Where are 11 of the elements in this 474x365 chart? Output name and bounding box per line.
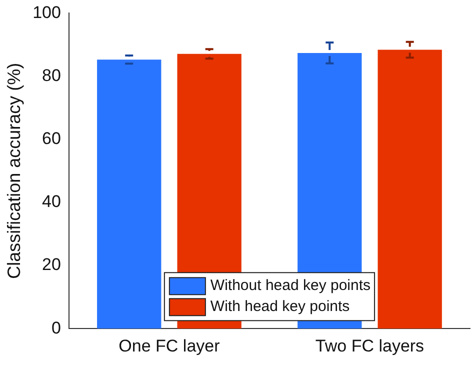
y-tick-label: 80 [42, 66, 61, 85]
y-tick-label: 40 [42, 192, 61, 212]
legend-label: With head key points [210, 298, 350, 316]
y-axis-title: Classification accuracy (%) [4, 62, 24, 279]
y-tick-label: 20 [42, 255, 61, 274]
legend-label: Without head key points [210, 277, 371, 294]
x-tick-label: Two FC layers [315, 336, 424, 356]
y-tick-label: 60 [42, 129, 61, 148]
y-tick-label: 0 [51, 318, 61, 338]
y-tick-label: 100 [32, 2, 61, 22]
x-tick-label: One FC layer [118, 336, 220, 356]
